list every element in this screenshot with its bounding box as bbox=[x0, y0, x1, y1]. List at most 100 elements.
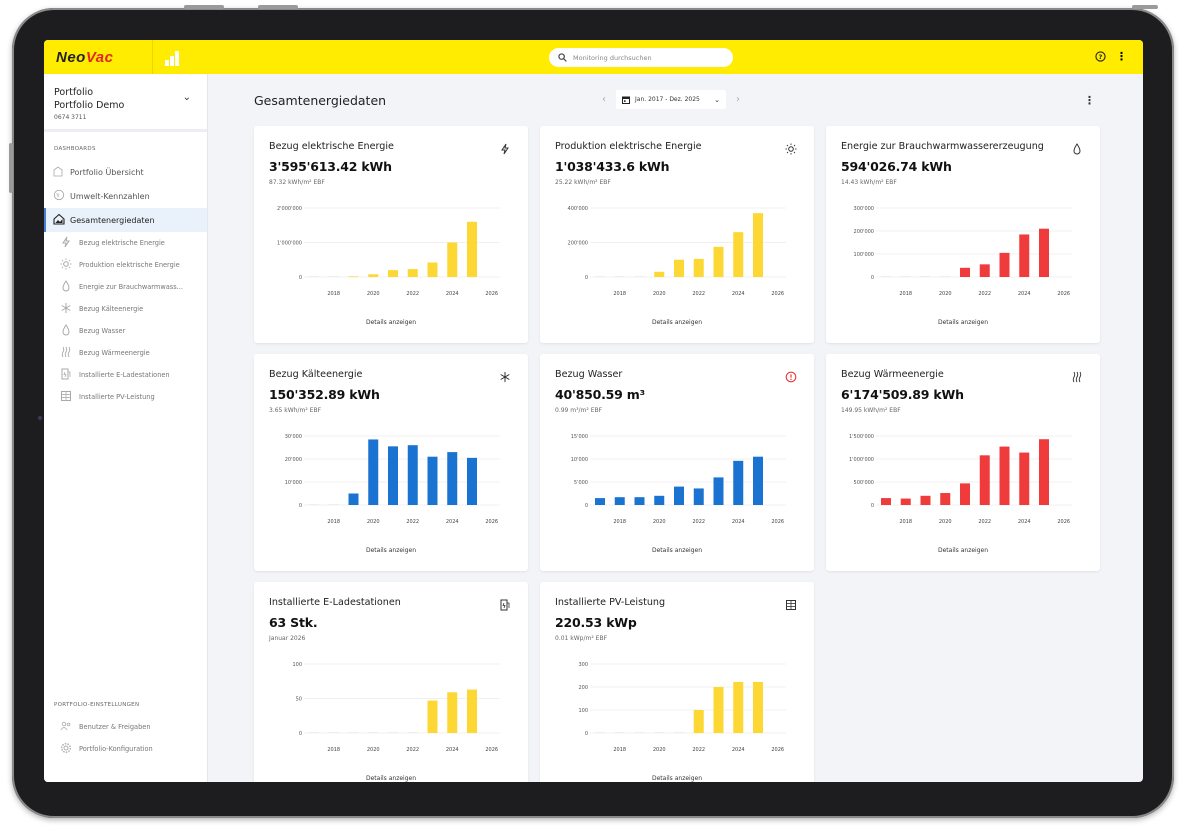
details-link[interactable]: Details anzeigen bbox=[938, 547, 988, 554]
bar[interactable] bbox=[753, 681, 763, 733]
bar[interactable] bbox=[447, 452, 458, 505]
bar[interactable] bbox=[348, 493, 359, 506]
bar[interactable] bbox=[368, 439, 379, 505]
bar[interactable] bbox=[634, 276, 645, 278]
details-link[interactable]: Details anzeigen bbox=[366, 547, 416, 554]
details-link[interactable]: Details anzeigen bbox=[366, 775, 416, 782]
kebab-menu-icon[interactable]: ⋮ bbox=[1116, 50, 1127, 63]
bar[interactable] bbox=[467, 457, 477, 505]
bar[interactable] bbox=[713, 477, 724, 505]
bar[interactable] bbox=[427, 700, 438, 733]
sidebar-item-installierte-e-ladestationen[interactable]: Installierte E-Ladestationen bbox=[44, 364, 207, 386]
bar[interactable] bbox=[674, 732, 684, 734]
bar[interactable] bbox=[427, 262, 438, 277]
chevron-right-icon[interactable]: › bbox=[736, 94, 740, 105]
bar[interactable] bbox=[328, 504, 339, 506]
bar[interactable] bbox=[368, 732, 379, 734]
bar[interactable] bbox=[1039, 439, 1049, 505]
bar[interactable] bbox=[467, 689, 477, 733]
details-link[interactable]: Details anzeigen bbox=[652, 775, 702, 782]
bar[interactable] bbox=[920, 495, 931, 505]
sidebar-item-energie-zur-brauchwarmwass[interactable]: Energie zur Brauchwarmwass... bbox=[44, 276, 207, 298]
sidebar-item-produktion-elektrische-energie[interactable]: Produktion elektrische Energie bbox=[44, 254, 207, 276]
bar[interactable] bbox=[654, 271, 665, 277]
sidebar-item-installierte-pv-leistung[interactable]: Installierte PV-Leistung bbox=[44, 386, 207, 408]
details-link[interactable]: Details anzeigen bbox=[652, 547, 702, 554]
bar[interactable] bbox=[960, 483, 970, 505]
sidebar-item-bezug-kälteenergie[interactable]: Bezug Kälteenergie bbox=[44, 298, 207, 320]
details-link[interactable]: Details anzeigen bbox=[366, 319, 416, 326]
bar[interactable] bbox=[407, 269, 418, 277]
sidebar-item-umwelt-kennzahlen[interactable]: Umwelt-Kennzahlen bbox=[44, 184, 207, 208]
bar[interactable] bbox=[1019, 234, 1030, 277]
bar[interactable] bbox=[427, 456, 438, 505]
bar[interactable] bbox=[881, 498, 891, 505]
bar[interactable] bbox=[595, 732, 605, 734]
bar[interactable] bbox=[753, 213, 763, 277]
date-range-select[interactable]: Jan. 2017 - Dez. 2025 ⌄ bbox=[616, 90, 726, 109]
bar[interactable] bbox=[447, 692, 458, 733]
bar[interactable] bbox=[1039, 228, 1049, 277]
sidebar-item-bezug-wasser[interactable]: Bezug Wasser bbox=[44, 320, 207, 342]
bar[interactable] bbox=[654, 732, 665, 734]
bar[interactable] bbox=[407, 445, 418, 505]
neovac-logo[interactable]: NeoVac bbox=[56, 49, 113, 66]
bar[interactable] bbox=[979, 264, 990, 277]
sidebar-item-bezug-elektrische-energie[interactable]: Bezug elektrische Energie bbox=[44, 232, 207, 254]
bar[interactable] bbox=[674, 486, 684, 505]
bar[interactable] bbox=[467, 221, 477, 277]
bar[interactable] bbox=[407, 732, 418, 734]
details-link[interactable]: Details anzeigen bbox=[938, 319, 988, 326]
sidebar-item-portfolio-konfiguration[interactable]: Portfolio-Konfiguration bbox=[44, 738, 207, 760]
bar[interactable] bbox=[999, 252, 1010, 277]
bar[interactable] bbox=[328, 732, 339, 734]
bar[interactable] bbox=[733, 460, 744, 505]
bar[interactable] bbox=[348, 732, 359, 734]
bar[interactable] bbox=[674, 259, 684, 277]
bar[interactable] bbox=[693, 488, 704, 505]
bar[interactable] bbox=[614, 497, 625, 505]
bar[interactable] bbox=[940, 493, 951, 505]
bar[interactable] bbox=[309, 276, 319, 278]
sidebar-item-gesamtenergiedaten[interactable]: Gesamtenergiedaten bbox=[44, 208, 207, 232]
sidebar-item-benutzer-freigaben[interactable]: Benutzer & Freigaben bbox=[44, 716, 207, 738]
bar[interactable] bbox=[920, 276, 931, 278]
bar[interactable] bbox=[309, 732, 319, 734]
bar[interactable] bbox=[940, 276, 951, 278]
bar[interactable] bbox=[733, 681, 744, 733]
bar[interactable] bbox=[900, 276, 911, 278]
bar[interactable] bbox=[881, 276, 891, 278]
bar[interactable] bbox=[713, 246, 724, 277]
bar[interactable] bbox=[368, 274, 379, 277]
chevron-left-icon[interactable]: ‹ bbox=[602, 94, 606, 105]
portfolio-selector[interactable]: Portfolio Portfolio Demo 0674 3711 ⌄ bbox=[44, 74, 207, 132]
bar[interactable] bbox=[348, 276, 359, 277]
bar[interactable] bbox=[388, 270, 398, 277]
bar[interactable] bbox=[328, 276, 339, 278]
bar[interactable] bbox=[960, 267, 970, 277]
sidebar-item-portfolio-übersicht[interactable]: Portfolio Übersicht bbox=[44, 160, 207, 184]
sidebar-item-bezug-wärmeenergie[interactable]: Bezug Wärmeenergie bbox=[44, 342, 207, 364]
bar[interactable] bbox=[900, 498, 911, 505]
help-circle-icon[interactable]: ? bbox=[1095, 51, 1106, 62]
bar[interactable] bbox=[447, 242, 458, 278]
bar[interactable] bbox=[595, 498, 605, 505]
bar[interactable] bbox=[309, 504, 319, 506]
kebab-menu-icon[interactable]: ⋮ bbox=[1084, 94, 1095, 107]
search-input[interactable]: Monitoring durchsuchen bbox=[549, 48, 733, 67]
bar[interactable] bbox=[999, 446, 1010, 505]
bar[interactable] bbox=[595, 276, 605, 278]
bar[interactable] bbox=[654, 495, 665, 505]
bar[interactable] bbox=[713, 687, 724, 733]
bar[interactable] bbox=[634, 732, 645, 734]
details-link[interactable]: Details anzeigen bbox=[652, 319, 702, 326]
bar[interactable] bbox=[693, 710, 704, 733]
bar[interactable] bbox=[388, 446, 398, 505]
bar[interactable] bbox=[979, 455, 990, 505]
bar[interactable] bbox=[634, 497, 645, 505]
bar[interactable] bbox=[614, 732, 625, 734]
bar[interactable] bbox=[693, 258, 704, 277]
bar[interactable] bbox=[1019, 452, 1030, 505]
bar[interactable] bbox=[614, 276, 625, 278]
bar[interactable] bbox=[388, 732, 398, 734]
